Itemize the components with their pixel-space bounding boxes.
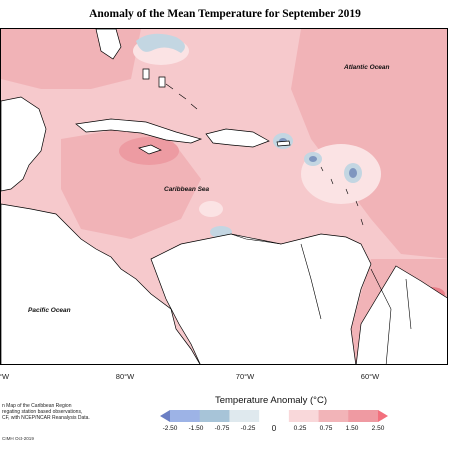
colorbar-tick-label: 0 [271,424,277,433]
colorbar-segment [259,410,290,422]
colorbar-tick-label: 2.50 [371,425,385,432]
caribbean-sea-label: Caribbean Sea [164,186,210,193]
colorbar-tick-label: 0.25 [293,425,307,432]
land-masses [1,29,447,364]
land-yucatan-central-america [1,96,47,192]
land-central-america-isthmus [1,203,201,364]
map-canvas [1,29,447,364]
land-andros [142,68,150,80]
warm-anomaly-atlantic [291,29,447,259]
description-line-3: CF, with NCEP/NCAR Reanalysis Data. [2,415,90,421]
colorbar-segment [199,410,230,422]
cool-anomaly-florida-strait [136,33,185,53]
atlantic-ocean-label: Atlantic Ocean [344,64,390,71]
island-outlines [165,83,412,364]
longitude-label-90w: 0°W [0,372,10,381]
land-bahamas [158,76,166,88]
description-line-2: regating station based observations, [2,409,83,415]
land-cuba [75,118,203,144]
colorbar-tick-label: -1.50 [188,425,204,432]
venezuela-coast-outline [230,233,282,245]
colorbar-arrow-high [378,410,388,422]
land-jamaica [138,144,162,155]
cold-spot-antilles [349,168,357,178]
colorbar-tick-label: -0.25 [240,425,256,432]
longitude-label-80w: 80°W [115,372,135,381]
colorbar [160,410,388,422]
colorbar-segment [348,410,379,422]
country-borders-south-america [300,243,412,364]
land-puerto-rico [276,140,291,147]
land-guianas [355,265,447,364]
pacific-ocean-label: Pacific Ocean [28,307,71,314]
credit-text: CIMH Oct-2019 [2,436,34,441]
colorbar-tick-label: -0.75 [214,425,230,432]
lesser-antilles-outline [320,166,364,226]
description-line-1: n Map of the Caribbean Region [2,403,72,409]
bahamas-outline [165,83,198,110]
colorbar-segment [170,410,201,422]
map-title: Anomaly of the Mean Temperature for Sept… [89,8,361,20]
colorbar-tick-label: 1.50 [345,425,359,432]
longitude-label-70w: 70°W [235,372,255,381]
warm-anomaly-gulf [1,29,141,89]
colorbar-segment [288,410,320,422]
longitude-label-60w: 60°W [360,372,380,381]
near-zero-southeast [199,201,223,217]
colorbar-tick-label: 0.75 [319,425,333,432]
colorbar-arrow-low [160,410,170,422]
land-florida-tip [95,29,122,60]
colorbar-segment [229,410,260,422]
colorbar-tick-label: -2.50 [162,425,178,432]
colorbar-segment [318,410,349,422]
anomaly-map: Atlantic Ocean Caribbean Sea Pacific Oce… [0,28,448,365]
land-hispaniola [205,128,270,148]
legend-title: Temperature Anomaly (°C) [214,395,328,406]
cold-spot-virgin-islands [309,156,317,162]
